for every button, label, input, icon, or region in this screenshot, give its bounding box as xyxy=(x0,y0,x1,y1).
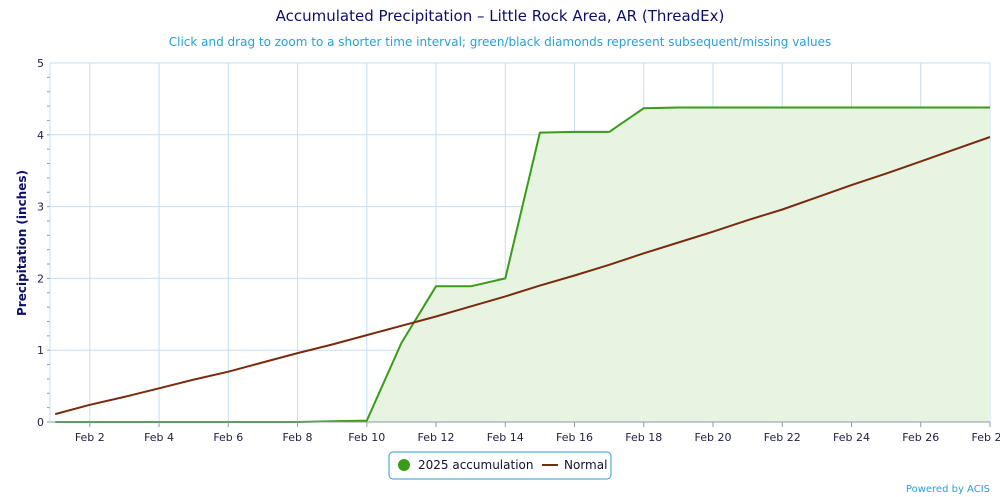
x-tick-label: Feb 2 xyxy=(75,431,105,444)
credit-text[interactable]: Powered by ACIS xyxy=(906,484,990,495)
data-point-normal[interactable] xyxy=(814,194,820,200)
y-tick-label: 0 xyxy=(37,416,44,429)
x-tick-label: Feb 24 xyxy=(833,431,870,444)
data-point-2025-accumulation[interactable] xyxy=(779,105,785,111)
data-point-normal[interactable] xyxy=(398,323,404,329)
data-point-2025-accumulation[interactable] xyxy=(745,105,751,111)
data-point-normal[interactable] xyxy=(225,369,231,375)
data-point-2025-accumulation[interactable] xyxy=(814,105,820,111)
legend[interactable]: 2025 accumulation Normal xyxy=(388,451,612,480)
data-point-normal[interactable] xyxy=(295,350,301,356)
data-point-normal[interactable] xyxy=(52,411,58,417)
data-point-normal[interactable] xyxy=(641,250,647,256)
legend-label-2025-accumulation: 2025 accumulation xyxy=(418,458,533,472)
x-tick-label: Feb 28 xyxy=(972,431,1000,444)
data-point-2025-accumulation[interactable] xyxy=(849,105,855,111)
legend-item-2025-accumulation[interactable]: 2025 accumulation xyxy=(398,458,533,472)
area-layer xyxy=(55,107,990,422)
series-line-normal[interactable] xyxy=(54,136,991,416)
legend-label-normal: Normal xyxy=(564,458,607,472)
data-point-2025-accumulation[interactable] xyxy=(918,105,924,111)
data-point-normal[interactable] xyxy=(745,217,751,223)
data-point-normal[interactable] xyxy=(156,385,162,391)
data-point-normal[interactable] xyxy=(883,171,889,177)
data-point-2025-accumulation[interactable] xyxy=(433,283,439,289)
data-point-normal[interactable] xyxy=(952,146,958,152)
data-point-2025-accumulation[interactable] xyxy=(537,130,543,136)
data-point-2025-accumulation[interactable] xyxy=(468,283,474,289)
y-tick-label: 4 xyxy=(37,129,44,142)
data-point-2025-accumulation[interactable] xyxy=(502,275,508,281)
x-tick-label: Feb 22 xyxy=(764,431,801,444)
data-point-2025-accumulation[interactable] xyxy=(952,105,958,111)
x-tick-label: Feb 8 xyxy=(283,431,313,444)
chart-subtitle: Click and drag to zoom to a shorter time… xyxy=(169,35,831,49)
x-tick-label: Feb 14 xyxy=(487,431,524,444)
x-tick-label: Feb 10 xyxy=(348,431,385,444)
chart-title: Accumulated Precipitation – Little Rock … xyxy=(276,7,725,25)
x-tick-label: Feb 18 xyxy=(625,431,662,444)
y-axis-label: Precipitation (inches) xyxy=(15,170,29,316)
data-point-2025-accumulation[interactable] xyxy=(710,105,716,111)
x-tick-label: Feb 4 xyxy=(144,431,174,444)
data-point-normal[interactable] xyxy=(329,341,335,347)
x-tick-label: Feb 6 xyxy=(213,431,243,444)
data-point-normal[interactable] xyxy=(918,158,924,164)
axes: 0 1 2 3 4 5 Feb 2 Feb 4 Feb 6 Feb 8 Feb 10 Feb 12 Fe… xyxy=(37,57,1000,444)
data-point-normal[interactable] xyxy=(572,273,578,279)
data-point-normal[interactable] xyxy=(537,283,543,289)
data-point-normal[interactable] xyxy=(364,332,370,338)
series-area-2025-accumulation xyxy=(55,107,990,422)
legend-item-normal[interactable]: Normal xyxy=(542,458,607,472)
y-tick-label: 3 xyxy=(37,201,44,214)
data-point-normal[interactable] xyxy=(606,262,612,268)
x-tick-label: Feb 26 xyxy=(902,431,939,444)
data-point-normal[interactable] xyxy=(191,377,197,383)
data-point-2025-accumulation[interactable] xyxy=(606,129,612,135)
data-point-2025-accumulation[interactable] xyxy=(329,418,335,424)
data-point-2025-accumulation[interactable] xyxy=(572,129,578,135)
y-tick-label: 5 xyxy=(37,57,44,70)
data-point-2025-accumulation[interactable] xyxy=(398,340,404,346)
data-point-normal[interactable] xyxy=(87,402,93,408)
data-point-2025-accumulation[interactable] xyxy=(641,105,647,111)
data-point-normal[interactable] xyxy=(121,394,127,400)
x-tick-label: Feb 20 xyxy=(695,431,732,444)
data-point-normal[interactable] xyxy=(675,240,681,246)
data-point-normal[interactable] xyxy=(433,313,439,319)
data-point-2025-accumulation[interactable] xyxy=(883,105,889,111)
x-tick-label: Feb 12 xyxy=(418,431,455,444)
data-point-normal[interactable] xyxy=(260,359,266,365)
x-tick-label: Feb 16 xyxy=(556,431,593,444)
data-point-normal[interactable] xyxy=(468,303,474,309)
y-tick-label: 1 xyxy=(37,344,44,357)
y-tick-label: 2 xyxy=(37,272,44,285)
data-point-2025-accumulation[interactable] xyxy=(987,105,993,111)
data-point-normal[interactable] xyxy=(779,206,785,212)
data-point-normal[interactable] xyxy=(710,229,716,235)
legend-box xyxy=(388,451,612,480)
data-point-normal[interactable] xyxy=(502,293,508,299)
data-point-normal[interactable] xyxy=(987,134,993,140)
data-point-normal[interactable] xyxy=(849,182,855,188)
data-point-2025-accumulation[interactable] xyxy=(675,105,681,111)
legend-marker-2025-accumulation xyxy=(398,459,410,471)
